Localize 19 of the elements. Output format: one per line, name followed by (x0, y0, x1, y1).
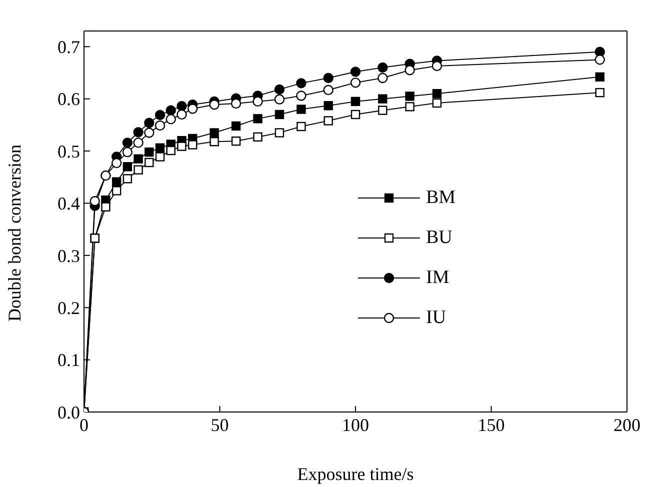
y-tick-label: 0.7 (58, 37, 80, 58)
y-tick-label: 0.6 (58, 89, 80, 110)
legend-label: IM (426, 267, 450, 289)
y-tick-label: 0.2 (58, 298, 80, 318)
y-axis-title: Double bond conversion (4, 144, 24, 322)
y-tick-label: 0.3 (58, 246, 80, 266)
x-axis-title: Exposure time/s (297, 464, 414, 484)
x-tick-label: 150 (478, 414, 505, 435)
x-tick-label: 200 (614, 414, 640, 435)
legend-label: BU (426, 227, 452, 249)
legend-label: BM (426, 187, 456, 209)
legend-label: IU (426, 307, 446, 329)
x-tick-label: 0 (80, 414, 88, 435)
y-tick-label: 0.0 (58, 402, 80, 422)
y-tick-label: 0.1 (58, 350, 80, 370)
x-tick-label: 100 (342, 414, 369, 435)
x-tick-label: 50 (210, 414, 229, 435)
y-tick-label: 0.4 (58, 194, 80, 214)
y-tick-label: 0.5 (58, 141, 80, 162)
